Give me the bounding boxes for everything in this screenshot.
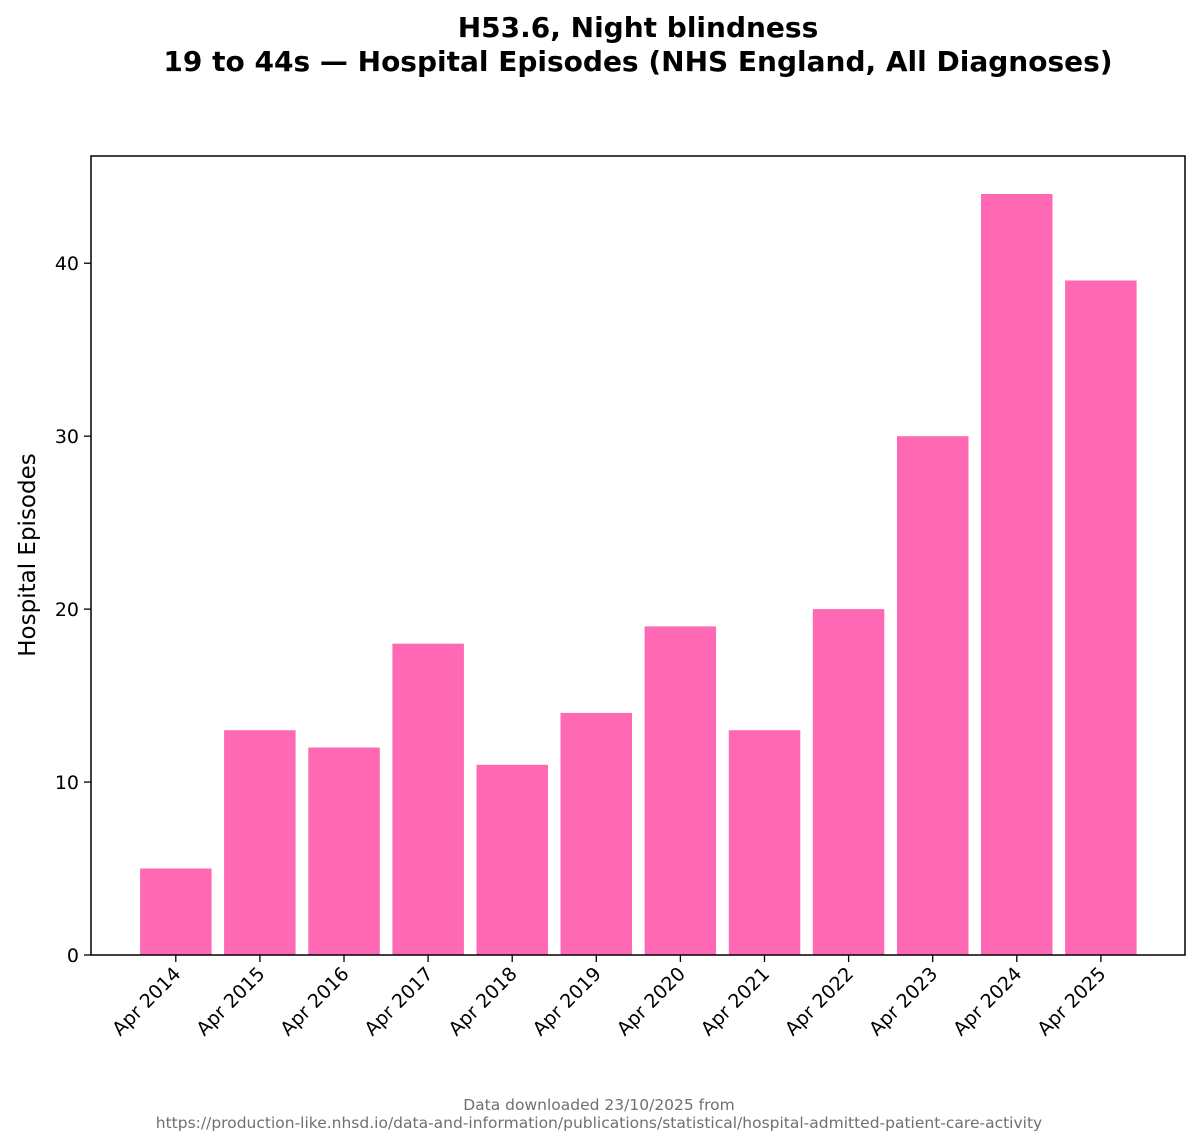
bar-apr-2023: [897, 436, 969, 955]
plot-frame: [90, 155, 1186, 956]
footer-source-line1: Data downloaded 23/10/2025 from: [463, 1096, 735, 1114]
x-tick-label: Apr 2016: [276, 963, 353, 1040]
y-axis-label: Hospital Episodes: [15, 453, 41, 656]
bar-apr-2024: [981, 194, 1053, 955]
x-tick-label: Apr 2018: [444, 963, 521, 1040]
x-tick-label: Apr 2019: [529, 963, 606, 1040]
chart-title-line1: H53.6, Night blindness: [458, 11, 819, 44]
y-tick-label: 10: [55, 772, 79, 794]
x-tick-label: Apr 2023: [865, 963, 942, 1040]
bar-apr-2017: [392, 643, 464, 955]
bar-apr-2018: [476, 764, 548, 955]
x-tick-label: Apr 2025: [1033, 963, 1110, 1040]
footer-source-line2: https://production-like.nhsd.io/data-and…: [156, 1114, 1042, 1132]
bar-apr-2015: [224, 730, 296, 955]
x-tick-label: Apr 2024: [949, 963, 1026, 1040]
y-tick-label: 20: [55, 599, 79, 621]
y-tick-label: 40: [55, 253, 79, 275]
y-axis-ticks: 0 10 20 30 40: [55, 253, 91, 967]
bar-apr-2016: [308, 747, 380, 955]
x-tick-label: Apr 2015: [192, 963, 269, 1040]
y-tick-label: 30: [55, 426, 79, 448]
x-tick-label: Apr 2021: [697, 963, 774, 1040]
x-tick-label: Apr 2020: [613, 963, 690, 1040]
bar-series: [140, 194, 1137, 955]
x-tick-label: Apr 2022: [781, 963, 858, 1040]
bar-apr-2014: [140, 868, 212, 955]
bar-apr-2022: [812, 609, 885, 955]
bar-apr-2020: [644, 626, 717, 955]
chart-title-line2: 19 to 44s — Hospital Episodes (NHS Engla…: [163, 45, 1112, 78]
x-tick-label: Apr 2017: [360, 963, 437, 1040]
x-axis-ticks: Apr 2014 Apr 2015 Apr 2016 Apr 2017 Apr 2018…: [108, 955, 1110, 1040]
bar-apr-2025: [1065, 280, 1137, 955]
bar-apr-2021: [728, 730, 801, 955]
y-tick-label: 0: [67, 945, 79, 967]
bar-apr-2019: [560, 712, 632, 955]
x-tick-label: Apr 2014: [108, 963, 185, 1040]
